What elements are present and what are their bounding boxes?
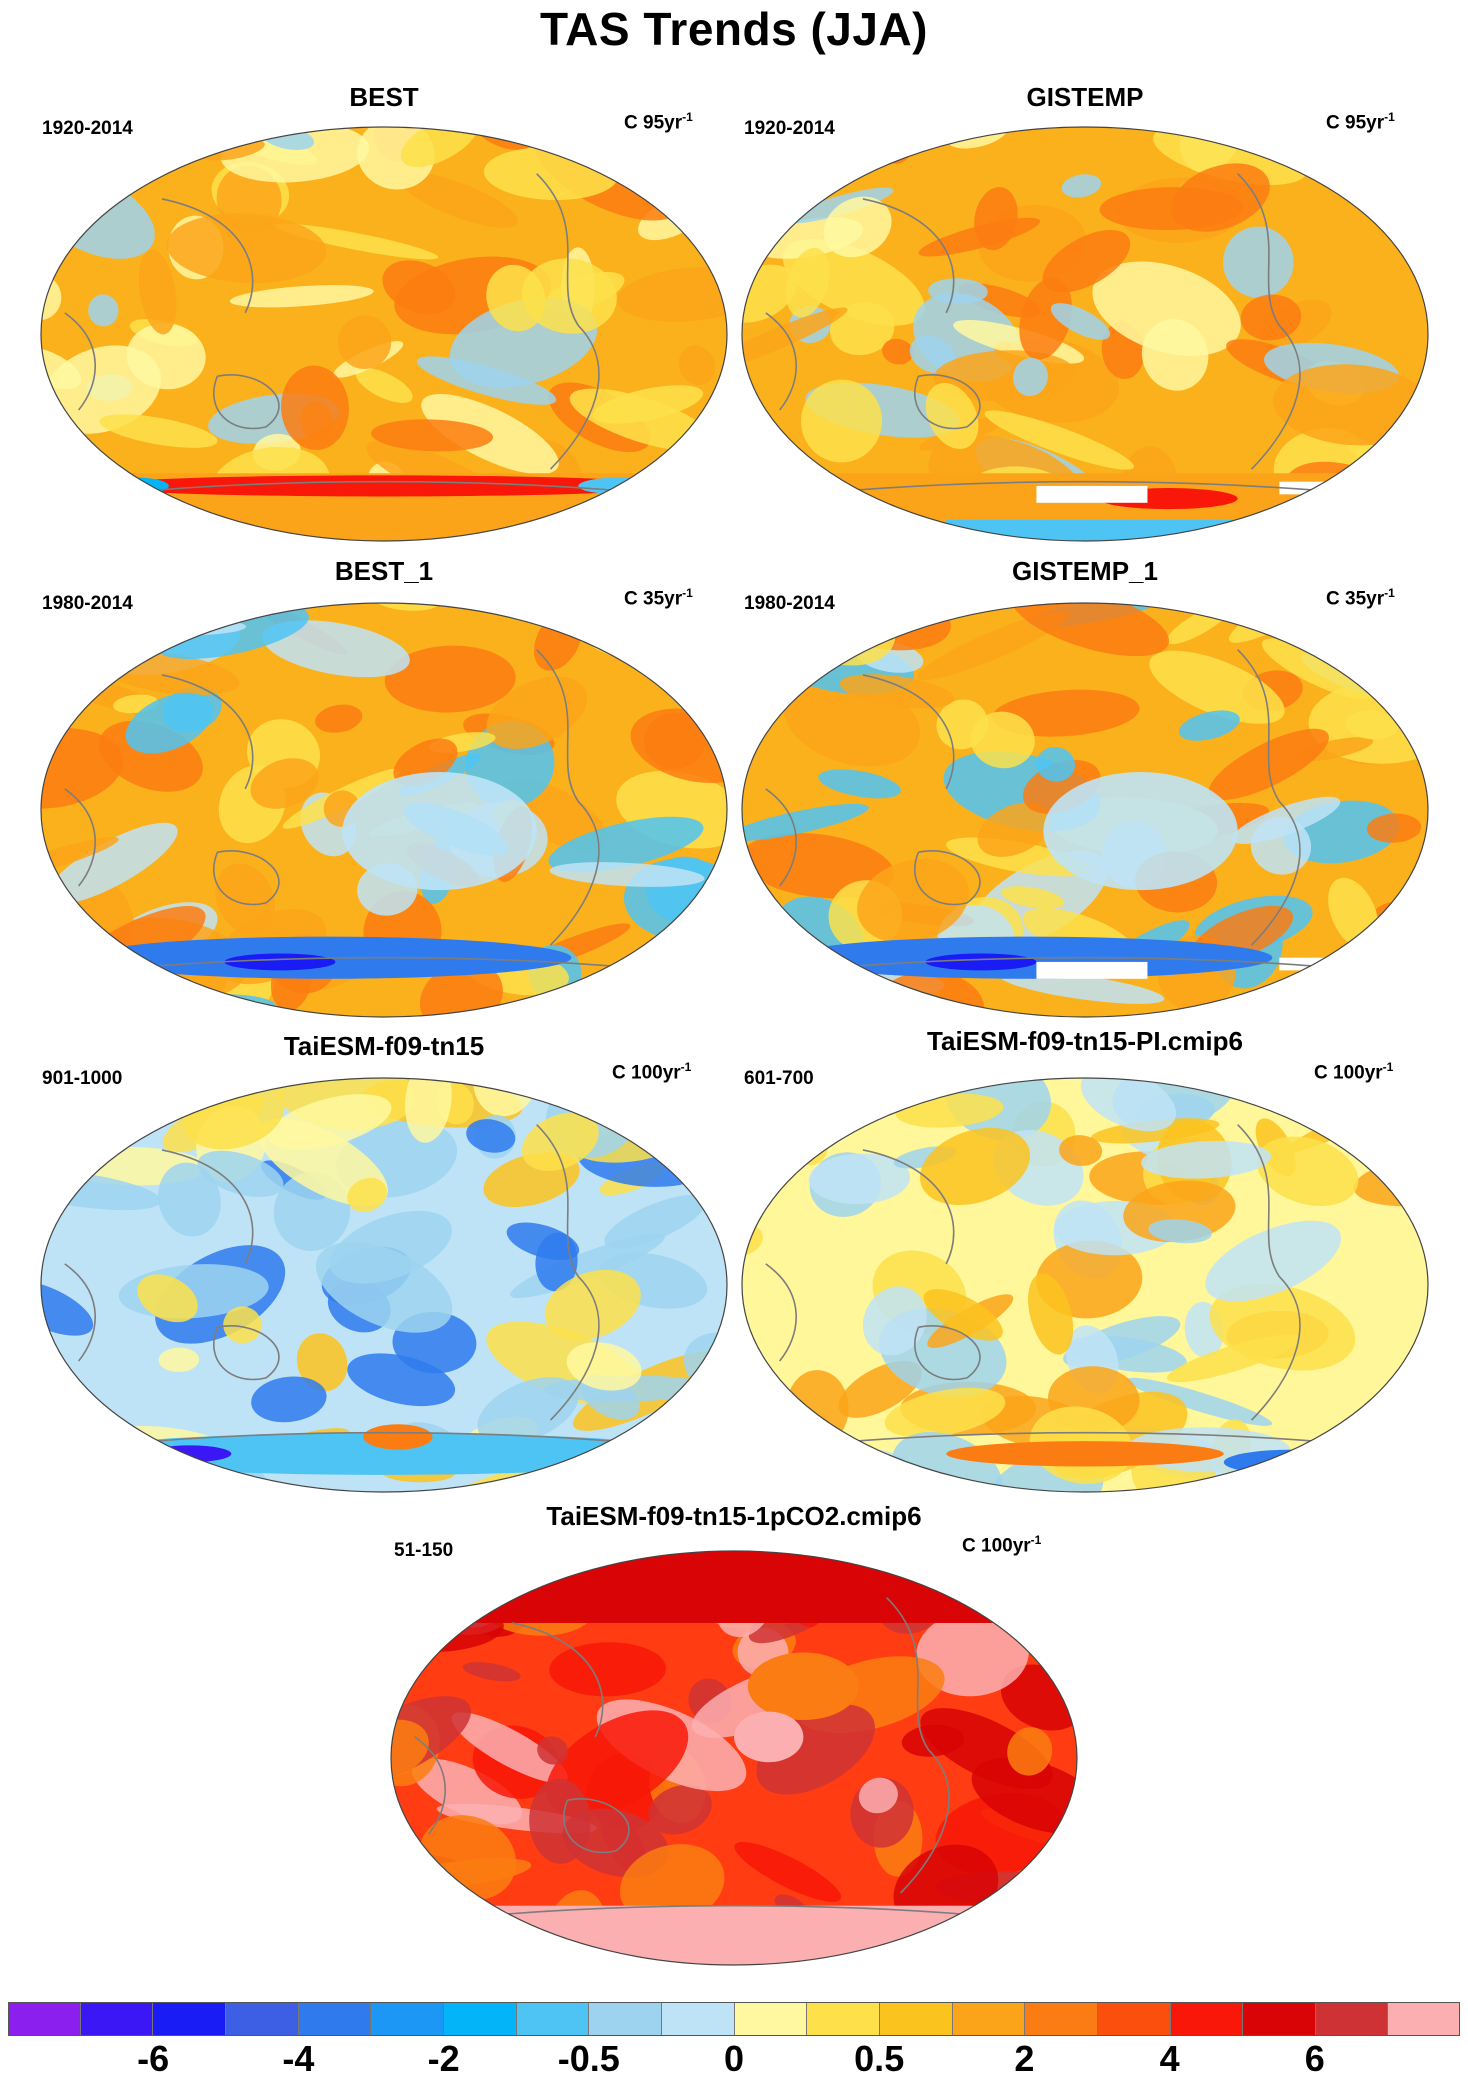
panel-units-text: C 100yr <box>612 1062 681 1084</box>
panel-years: 1920-2014 <box>744 118 835 139</box>
colorbar-cell <box>153 2002 226 2036</box>
panel-units-text: C 95yr <box>624 112 683 134</box>
colorbar-cell <box>1025 2002 1098 2036</box>
colorbar-cell <box>1243 2002 1316 2036</box>
panel-units: C 35yr-1 <box>1326 586 1395 610</box>
panel-units-exponent: -1 <box>682 110 693 124</box>
colorbar-cell <box>8 2002 81 2036</box>
panel-units-text: C 95yr <box>1326 112 1385 134</box>
panel-units: C 95yr-1 <box>624 110 693 134</box>
colorbar-tick-label: 2 <box>1014 2038 1035 2079</box>
colorbar-tick-label: -0.5 <box>557 2038 620 2079</box>
colorbar-cell <box>661 2002 735 2036</box>
colorbar-tick-label: -4 <box>282 2038 315 2079</box>
panel-units: C 35yr-1 <box>624 586 693 610</box>
panel-years: 51-150 <box>394 1540 454 1561</box>
panel-units-text: C 100yr <box>962 1535 1031 1557</box>
colorbar-cell <box>1388 2002 1461 2036</box>
colorbar-cell <box>371 2002 444 2036</box>
colorbar-cell <box>1097 2002 1171 2036</box>
colorbar-cell <box>80 2002 154 2036</box>
map-taiesm-f09-tn15 <box>40 1077 728 1493</box>
panel-units-exponent: -1 <box>1030 1533 1042 1547</box>
map-taiesm-f09-tn15-pi-cmip6 <box>741 1077 1429 1493</box>
figure-title: TAS Trends (JJA) <box>540 3 928 55</box>
panel-years: 901-1000 <box>42 1068 123 1089</box>
colorbar-cell <box>589 2002 662 2036</box>
colorbar-cell <box>443 2002 517 2036</box>
map-gistemp <box>741 126 1429 542</box>
colorbar-cell <box>952 2002 1026 2036</box>
panel-units-text: C 35yr <box>624 588 683 610</box>
panel-units: C 95yr-1 <box>1326 110 1395 134</box>
panel-units-exponent: -1 <box>680 1060 692 1074</box>
map-gistemp-1 <box>741 602 1429 1018</box>
colorbar-cell <box>516 2002 590 2036</box>
colorbar-tick-label: 0 <box>723 2038 745 2079</box>
panel-title: GISTEMP <box>1026 82 1144 112</box>
colorbar-cell <box>1170 2002 1244 2036</box>
panel-title: GISTEMP_1 <box>1012 556 1158 586</box>
panel-years: 1980-2014 <box>744 593 835 614</box>
panel-units-exponent: -1 <box>1382 1060 1394 1074</box>
panel-years: 1920-2014 <box>42 118 133 139</box>
map-taiesm-f09-tn15-1pco2-cmip6 <box>390 1550 1078 1966</box>
panel-title: BEST_1 <box>334 556 434 586</box>
colorbar-cell <box>879 2002 953 2036</box>
colorbar <box>8 2002 1461 2036</box>
panel-title: TaiESM-f09-tn15-PI.cmip6 <box>927 1026 1243 1056</box>
colorbar-tick-label: 6 <box>1304 2038 1325 2079</box>
colorbar-cell <box>298 2002 372 2036</box>
colorbar-cell <box>734 2002 808 2036</box>
panel-units-exponent: -1 <box>1384 586 1395 600</box>
panel-title: TaiESM-f09-tn15-1pCO2.cmip6 <box>546 1501 922 1531</box>
panel-units: C 100yr-1 <box>962 1533 1041 1557</box>
map-best <box>40 126 728 542</box>
colorbar-cell <box>1315 2002 1389 2036</box>
panel-units-text: C 100yr <box>1314 1062 1383 1084</box>
panel-title: TaiESM-f09-tn15 <box>283 1031 485 1061</box>
panel-title: BEST <box>349 82 419 112</box>
panel-units-exponent: -1 <box>1384 110 1395 124</box>
panel-years: 1980-2014 <box>42 593 133 614</box>
colorbar-cell <box>225 2002 299 2036</box>
colorbar-cell <box>807 2002 880 2036</box>
colorbar-tick-label: 0.5 <box>854 2038 905 2079</box>
panel-units: C 100yr-1 <box>1314 1060 1393 1084</box>
colorbar-tick-label: 4 <box>1159 2038 1180 2079</box>
map-best-1 <box>40 602 728 1018</box>
panel-units-exponent: -1 <box>682 586 693 600</box>
panel-units-text: C 35yr <box>1326 588 1385 610</box>
colorbar-tick-label: -6 <box>137 2038 170 2079</box>
panel-years: 601-700 <box>744 1068 814 1089</box>
panel-units: C 100yr-1 <box>612 1060 691 1084</box>
colorbar-tick-label: -2 <box>427 2038 460 2079</box>
